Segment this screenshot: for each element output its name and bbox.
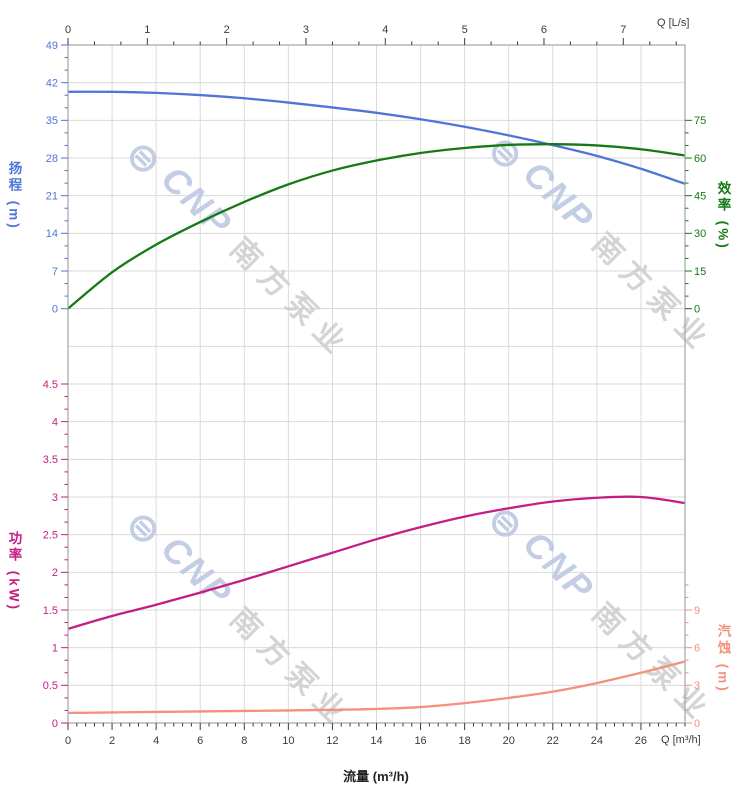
svg-text:0: 0	[694, 303, 700, 315]
svg-text:4.5: 4.5	[43, 379, 58, 391]
efficiency-curve	[68, 143, 685, 310]
flow-axis-label: 流量 (m³/h)	[343, 769, 409, 784]
power-axis: 0 0.5 1 1.5 2 2.5 3 3.5 4 4.5	[43, 379, 68, 730]
svg-text:6: 6	[197, 735, 203, 747]
svg-text:49: 49	[46, 40, 58, 52]
svg-text:3: 3	[303, 24, 309, 36]
svg-text:22: 22	[547, 735, 559, 747]
svg-text:4: 4	[153, 735, 159, 747]
svg-text:7: 7	[52, 266, 58, 278]
svg-text:15: 15	[694, 266, 706, 278]
svg-text:8: 8	[241, 735, 247, 747]
efficiency-axis-label: 效率 (%)	[715, 181, 731, 251]
svg-text:12: 12	[326, 735, 338, 747]
svg-text:3: 3	[52, 492, 58, 504]
svg-text:14: 14	[46, 228, 58, 240]
svg-text:1: 1	[144, 24, 150, 36]
svg-text:60: 60	[694, 153, 706, 165]
svg-text:0: 0	[52, 718, 58, 730]
svg-text:7: 7	[620, 24, 626, 36]
head-curve	[68, 90, 685, 185]
svg-text:0: 0	[65, 24, 71, 36]
power-curve	[68, 495, 685, 630]
watermark-company: 南方泵业	[223, 231, 357, 365]
svg-text:30: 30	[694, 228, 706, 240]
efficiency-axis: 0 15 30 45 60 75	[685, 115, 706, 315]
svg-text:10: 10	[282, 735, 294, 747]
svg-text:1: 1	[52, 642, 58, 654]
svg-text:21: 21	[46, 190, 58, 202]
curves	[68, 90, 685, 715]
svg-text:35: 35	[46, 115, 58, 127]
head-axis: 0 7 14 21 28 35 42 49	[46, 40, 68, 315]
svg-text:18: 18	[459, 735, 471, 747]
head-axis-label: 扬程 (m)	[6, 161, 22, 231]
svg-text:2.5: 2.5	[43, 529, 58, 541]
svg-text:45: 45	[694, 190, 706, 202]
svg-text:24: 24	[591, 735, 603, 747]
svg-text:26: 26	[635, 735, 647, 747]
svg-text:3.5: 3.5	[43, 454, 58, 466]
svg-text:2: 2	[224, 24, 230, 36]
svg-text:28: 28	[46, 153, 58, 165]
grid	[68, 45, 685, 723]
svg-text:4: 4	[382, 24, 388, 36]
top-axis: 0 1 2 3 4 5 6 7	[65, 24, 677, 45]
bottom-axis: 0 2 4 6 8 10 12 14 16 18 20 22 24 26	[65, 723, 686, 747]
svg-text:16: 16	[414, 735, 426, 747]
svg-text:9: 9	[694, 605, 700, 617]
svg-text:20: 20	[503, 735, 515, 747]
npsh-axis: 0 3 6 9	[685, 584, 700, 730]
watermark-brand: CNP	[153, 158, 240, 245]
watermark-brand: CNP	[515, 153, 602, 240]
svg-text:0.5: 0.5	[43, 680, 58, 692]
svg-text:0: 0	[65, 735, 71, 747]
svg-text:4: 4	[52, 416, 58, 428]
watermark-company: 南方泵业	[585, 226, 719, 360]
watermark-brand: CNP	[515, 523, 602, 610]
svg-text:1.5: 1.5	[43, 605, 58, 617]
svg-text:2: 2	[52, 567, 58, 579]
svg-text:2: 2	[109, 735, 115, 747]
svg-text:75: 75	[694, 115, 706, 127]
npsh-curve	[68, 660, 685, 715]
watermark-company: 南方泵业	[223, 601, 357, 735]
svg-text:0: 0	[694, 718, 700, 730]
svg-text:0: 0	[52, 303, 58, 315]
svg-text:3: 3	[694, 680, 700, 692]
svg-text:42: 42	[46, 77, 58, 89]
svg-text:14: 14	[370, 735, 382, 747]
svg-text:6: 6	[694, 642, 700, 654]
svg-text:5: 5	[462, 24, 468, 36]
svg-text:6: 6	[541, 24, 547, 36]
bottom-axis-unit-label: Q [m³/h]	[661, 734, 701, 746]
top-axis-unit-label: Q [L/s]	[657, 17, 690, 29]
power-axis-label: 功率 (kW)	[6, 531, 22, 612]
npsh-axis-label: 汽蚀 (m)	[715, 624, 731, 694]
